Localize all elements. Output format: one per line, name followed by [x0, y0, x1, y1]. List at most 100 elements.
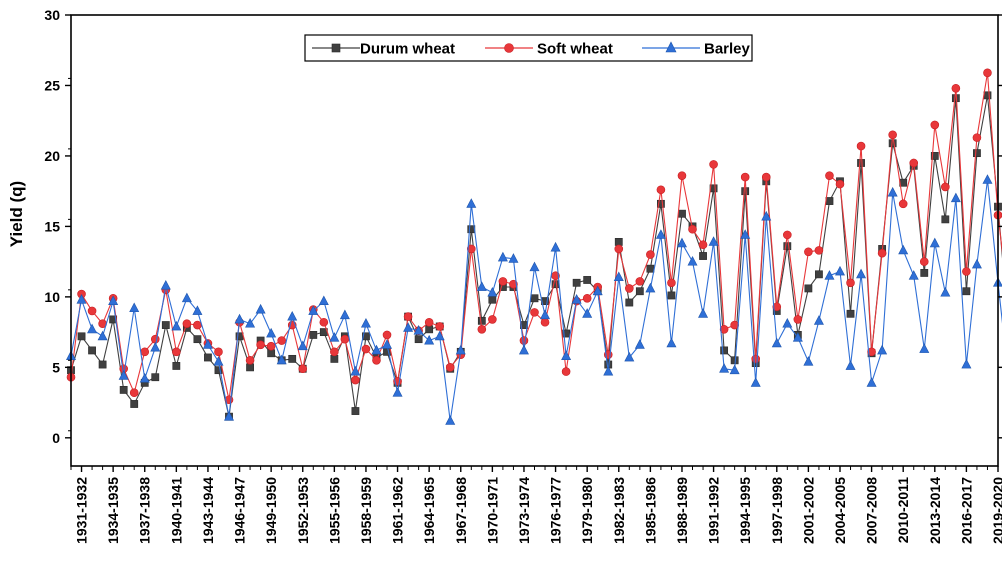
data-point — [792, 332, 803, 342]
legend-label: Soft wheat — [537, 41, 613, 58]
data-point — [708, 236, 719, 246]
data-point — [246, 363, 254, 372]
data-point — [929, 237, 940, 248]
x-tick-label: 2013-2014 — [927, 477, 943, 544]
data-point — [76, 294, 87, 304]
data-point — [213, 356, 224, 366]
x-tick-label: 1967-1968 — [453, 477, 469, 544]
data-point — [497, 251, 508, 262]
data-point — [834, 265, 845, 276]
data-point — [709, 160, 718, 169]
data-point — [87, 323, 98, 334]
data-point — [835, 179, 845, 189]
data-point — [150, 341, 161, 352]
data-point — [160, 279, 171, 290]
x-tick-label: 1931-1932 — [74, 477, 90, 544]
data-point — [425, 325, 434, 334]
data-point — [941, 215, 950, 224]
data-point — [193, 320, 202, 330]
data-point — [676, 237, 687, 248]
plot-frame — [70, 14, 999, 467]
data-point — [108, 295, 119, 306]
data-point — [625, 298, 634, 307]
data-point — [350, 365, 361, 376]
data-point — [266, 327, 277, 338]
series-line — [70, 179, 1002, 421]
x-tick-label: 1937-1938 — [137, 477, 153, 544]
data-point — [362, 332, 370, 341]
data-point — [740, 229, 751, 239]
y-tick-label: 30 — [44, 7, 60, 23]
data-point — [856, 141, 866, 151]
data-point — [88, 346, 96, 355]
data-point — [635, 287, 644, 296]
x-tick-label: 1952-1953 — [295, 477, 311, 544]
data-point — [434, 330, 445, 341]
data-point — [857, 159, 865, 167]
x-tick-label: 2007-2008 — [864, 477, 880, 544]
data-point — [719, 324, 729, 334]
data-point — [783, 230, 792, 240]
data-point — [477, 324, 487, 334]
data-point — [255, 303, 266, 314]
data-point — [919, 257, 929, 266]
y-tick-label: 5 — [52, 359, 60, 375]
data-point — [488, 295, 497, 304]
y-tick-label: 20 — [44, 148, 60, 164]
data-point — [297, 340, 308, 351]
data-point — [804, 247, 813, 257]
data-point — [740, 172, 750, 182]
x-tick-label: 2001-2002 — [800, 477, 816, 544]
data-point — [182, 319, 192, 328]
legend-marker — [504, 43, 514, 53]
data-point — [813, 315, 824, 325]
data-point — [445, 363, 455, 372]
data-point — [445, 415, 456, 425]
data-point — [181, 292, 192, 303]
data-point — [98, 360, 107, 369]
data-point — [983, 68, 992, 78]
y-tick-label: 10 — [44, 289, 60, 305]
data-point — [172, 362, 181, 370]
data-point — [550, 241, 561, 252]
y-tick-label: 15 — [44, 218, 60, 234]
data-point — [119, 385, 128, 394]
x-tick-label: 1997-1998 — [769, 477, 785, 544]
legend-entry: Soft wheat — [485, 41, 613, 58]
data-point — [583, 276, 592, 284]
data-point — [530, 308, 539, 317]
data-point — [288, 354, 297, 363]
x-tick-label: 1934-1935 — [105, 477, 121, 544]
x-tick-label: 1979-1980 — [579, 477, 595, 544]
data-point — [351, 407, 360, 415]
x-tick-label: 2010-2011 — [895, 477, 911, 543]
data-point — [129, 388, 139, 398]
data-point — [720, 346, 729, 355]
data-point — [729, 364, 740, 375]
data-point — [972, 133, 982, 142]
x-tick-label: 1994-1995 — [737, 477, 753, 544]
data-point — [382, 339, 393, 349]
data-point — [750, 377, 761, 387]
data-point — [118, 370, 129, 380]
data-point — [951, 83, 961, 93]
data-point — [699, 252, 707, 260]
data-point — [856, 268, 867, 279]
data-point — [614, 238, 623, 246]
data-point — [424, 317, 434, 327]
data-point — [414, 335, 423, 344]
data-point — [309, 331, 318, 339]
data-point — [424, 334, 435, 345]
data-point — [561, 350, 572, 360]
data-point — [308, 305, 319, 315]
data-point — [319, 317, 329, 327]
data-point — [973, 149, 981, 158]
data-point — [130, 400, 139, 408]
data-point — [667, 278, 676, 288]
x-tick-label: 1958-1959 — [358, 477, 374, 544]
data-point — [783, 242, 792, 251]
data-point — [909, 158, 919, 168]
data-point — [529, 261, 540, 272]
data-point — [898, 199, 908, 209]
